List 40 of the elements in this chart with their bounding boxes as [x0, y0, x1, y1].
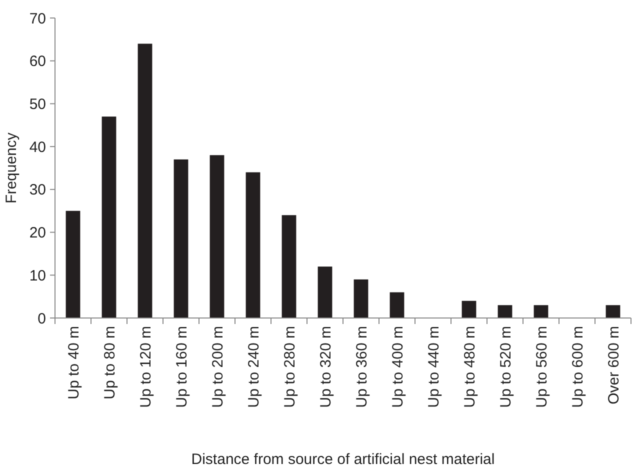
- x-tick-label: Up to 600 m: [569, 326, 586, 408]
- x-tick-label: Over 600 m: [605, 326, 622, 404]
- bar: [318, 266, 332, 318]
- x-axis-title: Distance from source of artificial nest material: [191, 451, 495, 468]
- y-tick-label: 40: [29, 138, 46, 156]
- x-tick-label: Up to 520 m: [497, 326, 514, 408]
- y-tick-label: 30: [29, 182, 46, 199]
- bar: [462, 300, 476, 318]
- x-tick-label: Up to 240 m: [245, 326, 262, 408]
- x-tick-label: Up to 440 m: [425, 326, 442, 408]
- y-tick-label: 10: [29, 267, 46, 284]
- y-tick-label: 20: [29, 224, 46, 242]
- y-tick-label: 50: [29, 96, 46, 113]
- bar: [354, 279, 368, 318]
- x-tick-label: Up to 160 m: [173, 326, 190, 408]
- x-tick-label: Up to 120 m: [137, 326, 154, 408]
- x-tick-label: Up to 360 m: [353, 326, 370, 408]
- x-tick-label: Up to 280 m: [281, 326, 298, 408]
- x-tick-label: Up to 80 m: [101, 326, 118, 400]
- x-tick-label: Up to 480 m: [461, 326, 478, 408]
- y-tick-label: 60: [29, 53, 46, 70]
- bar: [534, 305, 548, 318]
- bar: [246, 172, 260, 318]
- bar: [138, 44, 152, 318]
- bar: [390, 292, 404, 318]
- bar: [282, 215, 296, 318]
- x-tick-label: Up to 40 m: [65, 326, 82, 400]
- y-axis-title: Frequency: [3, 132, 20, 204]
- bar: [174, 159, 188, 318]
- y-tick-label: 0: [38, 310, 46, 328]
- x-tick-label: Up to 400 m: [389, 326, 406, 408]
- bar: [498, 305, 512, 318]
- x-tick-label: Up to 560 m: [533, 326, 550, 408]
- x-tick-label: Up to 320 m: [317, 326, 334, 408]
- x-tick-label: Up to 200 m: [209, 326, 226, 408]
- y-tick-label: 70: [29, 10, 46, 28]
- bar: [102, 116, 116, 318]
- bar: [606, 305, 620, 318]
- bar: [66, 210, 80, 318]
- bar: [210, 155, 224, 318]
